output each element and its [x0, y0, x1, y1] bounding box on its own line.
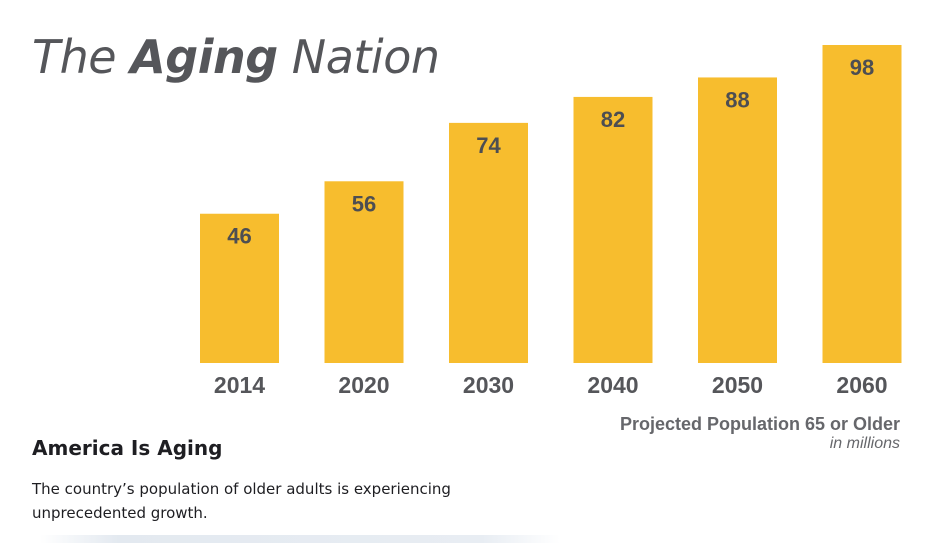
data-label-2030: 74: [476, 133, 501, 158]
decorative-strip: [40, 535, 560, 543]
x-tick-label-2040: 2040: [587, 372, 638, 398]
bar-2050: [698, 77, 777, 364]
section-body: The country’s population of older adults…: [32, 480, 451, 522]
x-tick-label-2030: 2030: [463, 372, 514, 398]
data-label-2050: 88: [725, 87, 749, 112]
bar-2040: [573, 96, 653, 363]
chart-caption: Projected Population 65 or Older in mill…: [620, 414, 900, 453]
x-tick-label-2060: 2060: [836, 372, 887, 398]
bar-2014: [200, 213, 279, 363]
x-tick-label-2050: 2050: [712, 372, 763, 398]
x-tick-label-2020: 2020: [338, 372, 389, 398]
data-label-2014: 46: [227, 224, 251, 249]
unit-label: in millions: [829, 435, 900, 452]
data-label-2040: 82: [601, 107, 625, 132]
bar-2020: [324, 181, 404, 363]
chart-title: The Aging Nation: [32, 30, 440, 84]
title-part-1: The: [32, 30, 131, 84]
x-axis-label: Projected Population 65 or Older: [619, 414, 900, 434]
data-label-2060: 98: [850, 55, 874, 80]
data-label-2020: 56: [352, 191, 376, 216]
bar-chart: 46 2014 56 2020 74 2030 82 2040 88 2050 98 2060: [200, 45, 902, 398]
x-tick-label-2014: 2014: [214, 372, 265, 398]
title-part-2: Aging: [130, 30, 278, 84]
bar-2030: [449, 122, 528, 363]
bar-2060: [822, 45, 902, 363]
section-heading: America Is Aging: [32, 436, 223, 460]
title-part-3: Nation: [277, 30, 440, 84]
